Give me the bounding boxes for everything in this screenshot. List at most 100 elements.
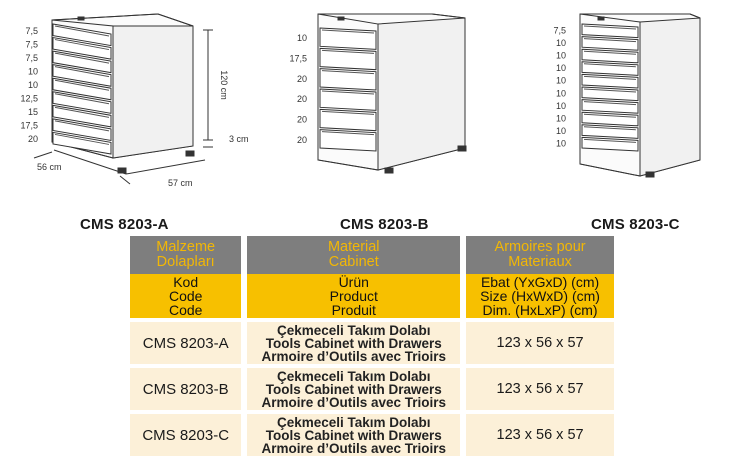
row-desc-fr: Armoire d’Outils avec Trioirs xyxy=(261,348,447,364)
drawer-front xyxy=(52,104,112,128)
drawer-front xyxy=(319,88,377,111)
drawer-front xyxy=(581,136,639,152)
drawer-front xyxy=(581,61,639,76)
subheader-product-fr: Produit xyxy=(331,302,376,318)
drawer-handle xyxy=(321,131,375,136)
drawer-front xyxy=(581,124,639,139)
drawer-handle xyxy=(54,52,110,64)
drawer-front xyxy=(319,68,377,91)
drawer-handle xyxy=(54,79,110,91)
drawer-handle xyxy=(321,90,375,95)
table-header-row: Malzeme Dolapları Material Cabinet Armoire… xyxy=(130,236,614,274)
subheader-size-en: Size (HxWxD) (cm) xyxy=(480,288,600,304)
drawer-handle xyxy=(321,49,375,54)
drawer-front xyxy=(52,91,112,114)
subheader-code: Kod Code Code xyxy=(130,274,242,318)
drawer-front xyxy=(52,36,112,60)
drawer-handle xyxy=(583,138,637,143)
drawer-front xyxy=(52,64,112,87)
height-dimension-label: 120 cm xyxy=(219,70,229,100)
drawer-front xyxy=(581,36,639,51)
row-description: Çekmeceli Takım Dolabı Tools Cabinet with… xyxy=(247,368,461,410)
header-col-3: Armoires pour Materiaux xyxy=(466,236,614,274)
drawer-handle xyxy=(583,50,637,55)
drawer-front xyxy=(319,129,377,152)
drawer-front xyxy=(581,23,639,39)
drawer-handle xyxy=(583,63,637,68)
drawer-handle xyxy=(54,133,110,145)
drawer-height-label: 20 xyxy=(297,74,307,84)
subheader-size: Ebat (YxGxD) (cm) Size (HxWxD) (cm) Dim. (… xyxy=(466,274,614,318)
header-col-1-line-2: Dolapları xyxy=(156,254,215,270)
row-desc-fr: Armoire d’Outils avec Trioirs xyxy=(261,394,447,410)
subheader-code-fr: Code xyxy=(168,302,203,318)
subheader-size-fr: Dim. (HxLxP) (cm) xyxy=(482,302,598,318)
row-desc-tr: Çekmeceli Takım Dolabı xyxy=(276,322,431,338)
drawer-height-label: 10 xyxy=(556,63,566,73)
drawer-height-label: 10 xyxy=(556,114,566,124)
base-dimension-label: 3 cm xyxy=(229,134,249,144)
row-code: CMS 8203-C xyxy=(130,414,242,456)
depth-dimension-label: 56 cm xyxy=(37,162,62,172)
header-col-1: Malzeme Dolapları xyxy=(130,236,242,274)
drawer-front xyxy=(52,131,112,155)
drawer-handle xyxy=(583,25,637,30)
table-subheader-row: Kod Code Code Ürün Product Produit Ebat (YxG… xyxy=(130,274,614,318)
drawer-front xyxy=(319,108,377,132)
drawer-height-label: 10 xyxy=(556,101,566,111)
drawer-height-label: 10 xyxy=(28,80,38,90)
drawer-front xyxy=(52,77,112,101)
drawer-height-label: 7,5 xyxy=(25,53,38,63)
drawer-height-label: 10 xyxy=(556,51,566,61)
header-col-2-line-2: Cabinet xyxy=(328,254,379,270)
drawer-front xyxy=(52,50,112,74)
subheader-product: Ürün Product Produit xyxy=(247,274,461,318)
row-desc-fr: Armoire d’Outils avec Trioirs xyxy=(261,440,447,456)
header-col-3-line-1: Armoires pour xyxy=(494,239,586,255)
table-row: CMS 8203-B Çekmeceli Takım Dolabı Tools C… xyxy=(130,368,614,410)
drawer-height-label: 20 xyxy=(297,115,307,125)
drawer-handle xyxy=(583,75,637,80)
header-col-3-line-2: Materiaux xyxy=(508,254,572,270)
header-col-2: Material Cabinet xyxy=(247,236,461,274)
row-desc-en: Tools Cabinet with Drawers xyxy=(265,335,442,351)
drawer-front xyxy=(581,86,639,102)
drawer-front xyxy=(581,111,639,127)
drawer-height-label: 10 xyxy=(556,38,566,48)
drawer-handle xyxy=(54,39,110,51)
drawer-height-label: 7,5 xyxy=(25,26,38,36)
drawer-front xyxy=(581,48,639,64)
drawer-handle xyxy=(321,110,375,115)
drawer-front xyxy=(52,23,112,47)
header-col-1-line-1: Malzeme xyxy=(156,239,216,255)
cabinet-drawings: 7,5 7,5 7,5 10 10 12,5 15 17,5 20 10 17,5 20 20 20 20… xyxy=(20,13,701,188)
drawer-front xyxy=(319,47,377,71)
row-description: Çekmeceli Takım Dolabı Tools Cabinet with… xyxy=(247,322,461,364)
drawer-handle xyxy=(583,113,637,118)
row-code: CMS 8203-B xyxy=(130,368,242,410)
row-size: 123 x 56 x 57 xyxy=(466,322,614,364)
row-size: 123 x 56 x 57 xyxy=(466,368,614,410)
drawer-height-label: 7,5 xyxy=(553,25,566,35)
model-label-c: CMS 8203-C xyxy=(591,216,680,233)
drawer-height-label: 10 xyxy=(556,76,566,86)
subheader-product-tr: Ürün xyxy=(338,274,369,290)
drawer-height-label: 10 xyxy=(556,126,566,136)
drawer-height-label: 10 xyxy=(556,88,566,98)
row-desc-en: Tools Cabinet with Drawers xyxy=(265,427,442,443)
row-desc-tr: Çekmeceli Takım Dolabı xyxy=(276,368,431,384)
drawer-height-label: 15 xyxy=(28,107,38,117)
drawer-handle xyxy=(54,93,110,105)
drawer-front xyxy=(52,118,112,142)
cabinet-b-drawing xyxy=(317,13,467,174)
drawer-handle xyxy=(321,29,375,34)
row-code: CMS 8203-A xyxy=(130,322,242,364)
drawer-handle xyxy=(321,70,375,75)
drawer-handle xyxy=(54,120,110,132)
drawer-height-label: 17,5 xyxy=(20,121,38,131)
spec-table: Malzeme Dolapları Material Cabinet Armoire… xyxy=(130,236,614,456)
drawer-height-label: 17,5 xyxy=(289,54,307,64)
subheader-size-tr: Ebat (YxGxD) (cm) xyxy=(480,274,600,290)
drawer-handle xyxy=(583,126,637,131)
drawer-handle xyxy=(583,101,637,106)
